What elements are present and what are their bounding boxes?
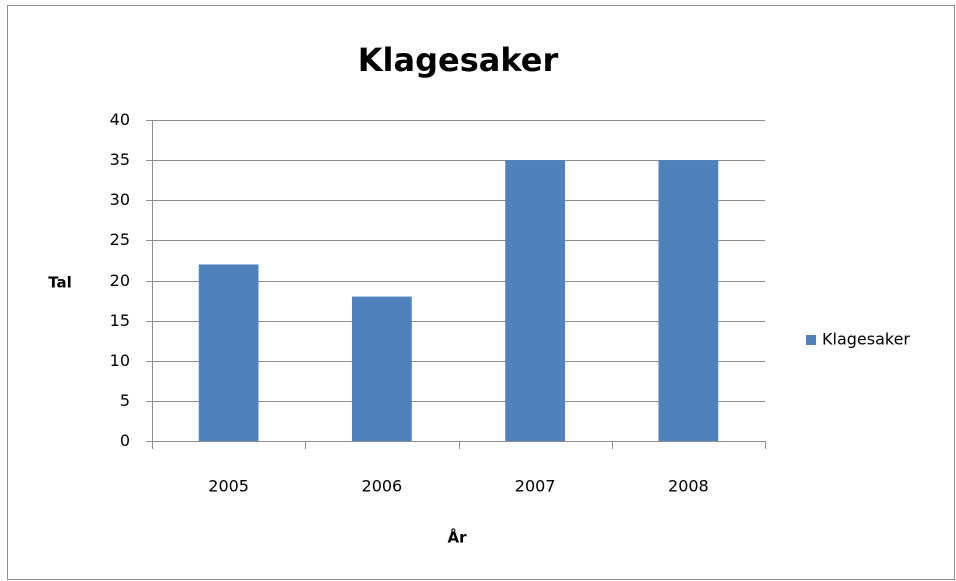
bar [198, 264, 259, 441]
bar [351, 296, 412, 441]
chart-title: Klagesaker [358, 41, 559, 79]
legend-swatch [806, 335, 816, 345]
y-tick-label: 20 [110, 271, 130, 290]
y-tick-label: 35 [110, 150, 130, 169]
y-axis-label: Tal [48, 274, 72, 292]
x-tick-label: 2007 [515, 477, 556, 496]
x-tick-label: 2008 [668, 477, 709, 496]
chart-border [7, 5, 955, 580]
x-axis-label: År [447, 528, 467, 547]
y-tick-label: 30 [110, 190, 130, 209]
y-tick-label: 5 [120, 391, 130, 410]
y-tick-label: 25 [110, 230, 130, 249]
bar [658, 160, 719, 441]
x-tick-label: 2006 [362, 477, 403, 496]
bar [505, 160, 566, 441]
legend-label: Klagesaker [822, 330, 910, 349]
y-tick-label: 10 [110, 351, 130, 370]
x-tick-label: 2005 [208, 477, 249, 496]
y-tick-label: 40 [110, 110, 130, 129]
y-tick-label: 0 [120, 431, 130, 450]
y-tick-label: 15 [110, 311, 130, 330]
